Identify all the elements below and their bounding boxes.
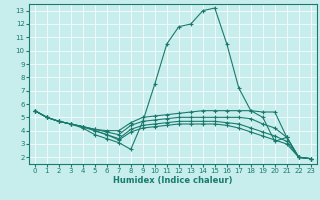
X-axis label: Humidex (Indice chaleur): Humidex (Indice chaleur) bbox=[113, 176, 233, 185]
